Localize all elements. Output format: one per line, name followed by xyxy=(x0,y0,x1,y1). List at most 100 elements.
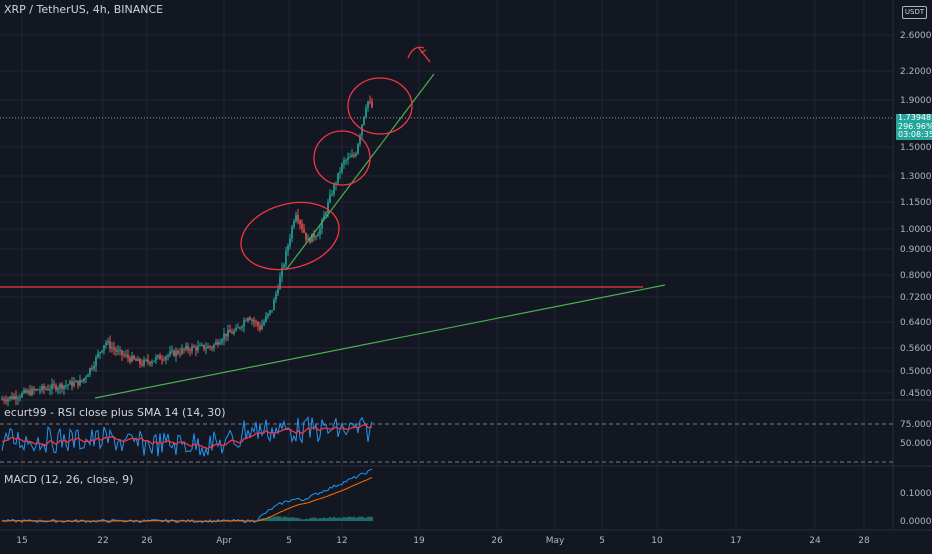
macd-histogram-bar xyxy=(281,517,283,521)
candle-body xyxy=(185,346,187,350)
arrow-annotation xyxy=(407,46,431,63)
candle-body xyxy=(135,358,137,361)
macd-histogram-bar xyxy=(301,519,303,521)
symbol-title[interactable]: XRP / TetherUS, 4h, BINANCE xyxy=(4,3,164,16)
candle-body xyxy=(243,320,245,327)
candle-body xyxy=(227,329,229,337)
macd-histogram-bar xyxy=(357,517,359,521)
currency-badge[interactable]: USDT xyxy=(902,6,927,19)
candle-body xyxy=(353,154,355,156)
candle-body xyxy=(65,385,67,387)
candle-body xyxy=(313,233,315,238)
candle-body xyxy=(161,359,163,361)
rsi-indicator-label[interactable]: ecurt99 - RSI close plus SMA 14 (14, 30) xyxy=(4,406,226,419)
candle-body xyxy=(105,342,107,346)
candle-body xyxy=(271,310,273,312)
macd-histogram-bar xyxy=(159,520,161,522)
macd-histogram-bar xyxy=(175,521,177,522)
candle-body xyxy=(347,157,349,161)
candle-body xyxy=(363,116,365,125)
candle-body xyxy=(339,172,341,174)
drawing-annotations[interactable] xyxy=(0,46,666,399)
circle-annotation-1 xyxy=(240,201,340,271)
candle-body xyxy=(345,160,347,162)
candle-body xyxy=(101,350,103,353)
candle-body xyxy=(87,374,89,377)
circle-annotation-2 xyxy=(313,130,371,186)
time-tick-label: 17 xyxy=(730,536,741,546)
candle-body xyxy=(27,390,29,393)
candle-body xyxy=(207,346,209,349)
candle-body xyxy=(365,107,367,117)
macd-histogram-bar xyxy=(359,516,361,521)
candle-body xyxy=(53,384,55,386)
candle-body xyxy=(83,378,85,382)
macd-histogram-bar xyxy=(347,516,349,521)
macd-histogram-bar xyxy=(167,521,169,522)
macd-histogram-bar xyxy=(355,517,357,521)
candle-body xyxy=(191,346,193,352)
candle-body xyxy=(3,399,5,401)
candle-body xyxy=(285,251,287,265)
candle-body xyxy=(349,156,351,158)
candle-body xyxy=(49,389,51,391)
macd-pane xyxy=(1,468,373,524)
candles xyxy=(1,95,373,407)
macd-histogram-bar xyxy=(365,517,367,521)
candle-body xyxy=(57,388,59,391)
candle-body xyxy=(173,350,175,357)
candle-body xyxy=(211,347,213,349)
macd-histogram-bar xyxy=(333,516,335,521)
candle-body xyxy=(359,135,361,144)
macd-histogram-bar xyxy=(269,517,271,521)
candle-body xyxy=(319,228,321,235)
macd-histogram-bar xyxy=(331,517,333,521)
candle-body xyxy=(265,316,267,322)
candle-body xyxy=(279,276,281,290)
candle-body xyxy=(67,384,69,386)
candle-body xyxy=(9,396,11,399)
candle-body xyxy=(351,154,353,157)
candle-body xyxy=(297,214,299,221)
macd-histogram-bar xyxy=(285,516,287,521)
macd-histogram-bar xyxy=(293,517,295,521)
candle-body xyxy=(1,399,3,401)
candle-body xyxy=(181,348,183,354)
time-tick-label: 22 xyxy=(97,536,108,546)
bar-countdown: 03:08:35 xyxy=(898,130,932,139)
macd-histogram-bar xyxy=(325,518,327,521)
macd-histogram-bar xyxy=(271,517,273,521)
macd-indicator-label[interactable]: MACD (12, 26, close, 9) xyxy=(4,473,134,486)
candle-body xyxy=(329,194,331,203)
time-tick-label: 26 xyxy=(491,536,503,546)
time-tick-label: 28 xyxy=(858,536,870,546)
candle-body xyxy=(117,350,119,352)
candle-body xyxy=(261,324,263,330)
macd-histogram-bar xyxy=(313,517,315,521)
macd-histogram-bar xyxy=(265,518,267,521)
candle-body xyxy=(69,381,71,385)
macd-histogram-bar xyxy=(337,517,339,521)
candle-body xyxy=(157,355,159,358)
candle-body xyxy=(299,220,301,224)
macd-histogram-bar xyxy=(319,517,321,521)
candle-body xyxy=(179,353,181,355)
candle-body xyxy=(89,367,91,375)
candle-body xyxy=(263,321,265,325)
candle-body xyxy=(321,219,323,229)
macd-histogram-bar xyxy=(327,518,329,521)
time-tick-label: 24 xyxy=(809,536,821,546)
macd-histogram-bar xyxy=(321,518,323,521)
candle-body xyxy=(19,396,21,399)
candle-body xyxy=(79,379,81,386)
macd-histogram-bar xyxy=(291,517,293,521)
macd-histogram-bar xyxy=(295,517,297,521)
candle-body xyxy=(37,389,39,391)
